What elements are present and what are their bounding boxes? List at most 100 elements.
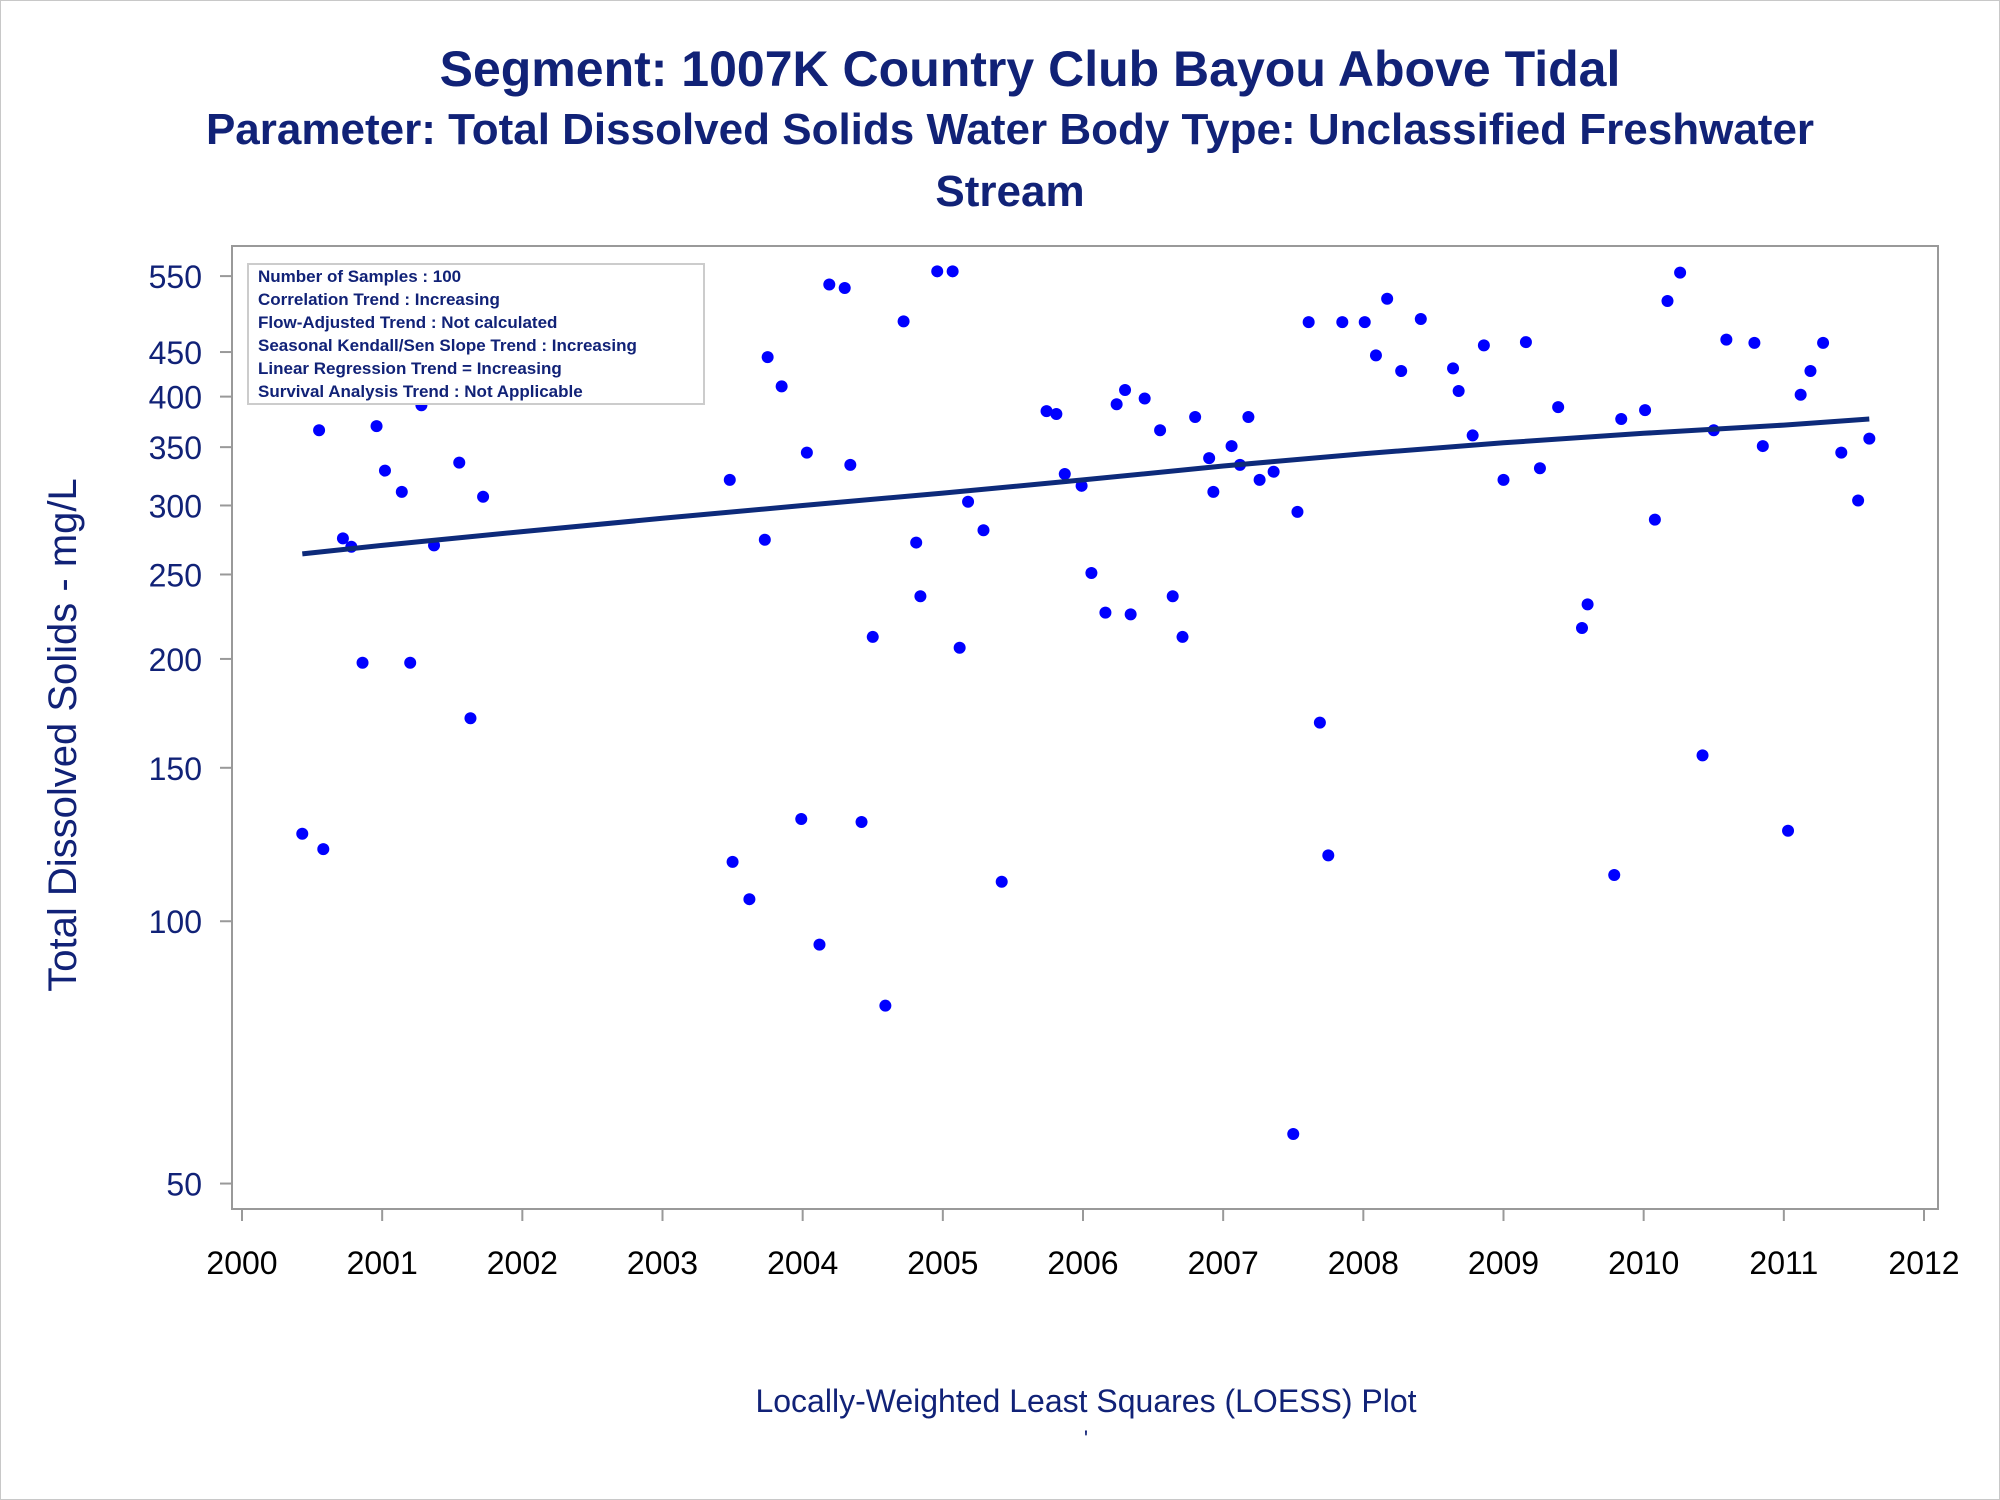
info-line-survival-analysis: Survival Analysis Trend : Not Applicable	[258, 382, 583, 401]
data-point	[1852, 494, 1865, 507]
data-point	[1395, 365, 1408, 378]
data-point	[914, 590, 927, 603]
y-tick-label: 350	[149, 430, 202, 466]
data-point	[1291, 505, 1304, 518]
trend-line	[302, 416, 1870, 557]
data-point	[1581, 598, 1594, 611]
x-tick-label: 2006	[1047, 1245, 1118, 1281]
data-point	[1267, 465, 1280, 478]
chart-title: Segment: 1007K Country Club Bayou Above …	[439, 41, 1621, 97]
data-point	[775, 380, 788, 393]
chart-subtitle: Parameter: Total Dissolved Solids Water …	[205, 105, 1815, 154]
data-point	[953, 641, 966, 654]
data-point	[1099, 606, 1112, 619]
info-line-linear-regression: Linear Regression Trend = Increasing	[258, 359, 562, 378]
data-point	[931, 265, 944, 278]
data-point	[1207, 485, 1220, 498]
data-point	[1804, 365, 1817, 378]
footnote: Locally-Weighted Least Squares (LOESS) P…	[755, 1383, 1416, 1419]
data-point	[464, 712, 477, 725]
info-line-seasonal-kendall: Seasonal Kendall/Sen Slope Trend : Incre…	[258, 336, 637, 355]
data-point	[1466, 429, 1479, 442]
data-point	[1336, 316, 1349, 329]
data-point	[1615, 413, 1628, 426]
data-point	[336, 532, 349, 545]
info-line-flow-adjusted: Flow-Adjusted Trend : Not calculated	[258, 313, 557, 332]
x-tick-label: 2008	[1328, 1245, 1399, 1281]
x-tick-label: 2012	[1888, 1245, 1959, 1281]
data-point	[1189, 411, 1202, 424]
x-tick-label: 2007	[1188, 1245, 1259, 1281]
x-tick-label: 2003	[627, 1245, 698, 1281]
data-point	[1519, 336, 1532, 349]
data-point	[378, 464, 391, 477]
data-point	[356, 656, 369, 669]
x-tick-label: 2001	[347, 1245, 418, 1281]
data-point	[761, 351, 774, 364]
data-point	[317, 843, 330, 856]
data-point	[946, 265, 959, 278]
data-point	[1863, 432, 1876, 445]
y-axis-label: Total Dissolved Solids - mg/L	[41, 478, 85, 992]
y-tick-label: 300	[149, 488, 202, 524]
data-point	[1176, 630, 1189, 643]
data-point	[1225, 440, 1238, 453]
data-points	[296, 265, 1876, 1140]
data-point	[1477, 339, 1490, 352]
data-point	[370, 420, 383, 433]
info-line-correlation: Correlation Trend : Increasing	[258, 290, 500, 309]
chart-subtitle-continued: Stream	[935, 167, 1085, 216]
footnote-mark: '	[1084, 1426, 1088, 1451]
data-point	[977, 524, 990, 537]
data-point	[1648, 513, 1661, 526]
data-point	[1782, 824, 1795, 837]
data-point	[1674, 266, 1687, 279]
data-point	[1313, 716, 1326, 729]
data-point	[743, 893, 756, 906]
y-tick-label: 150	[149, 751, 202, 787]
data-point	[1253, 473, 1266, 486]
info-box-frame	[247, 263, 705, 405]
x-tick-label: 2000	[206, 1245, 277, 1281]
y-axis: 50 100 150 200 250 300 350 400 450 550	[149, 259, 232, 1203]
data-point	[1110, 398, 1123, 411]
data-point	[1358, 316, 1371, 329]
y-tick-label: 450	[149, 335, 202, 371]
x-tick-label: 2005	[907, 1245, 978, 1281]
info-line-samples: Number of Samples : 100	[258, 267, 461, 286]
data-point	[962, 495, 975, 508]
data-point	[1242, 411, 1255, 424]
data-point	[395, 485, 408, 498]
data-point	[453, 456, 466, 469]
data-point	[1575, 622, 1588, 635]
data-point	[1748, 336, 1761, 349]
data-point	[1085, 566, 1098, 579]
data-point	[313, 424, 326, 437]
data-point	[477, 490, 490, 503]
data-point	[844, 458, 857, 471]
x-tick-label: 2002	[487, 1245, 558, 1281]
x-tick-label: 2010	[1608, 1245, 1679, 1281]
data-point	[1447, 362, 1460, 375]
x-axis: 2000 2001 2002 2003 2004 2005 2006 2007 2008 2009…	[206, 1209, 1960, 1281]
data-point	[800, 446, 813, 459]
data-point	[866, 630, 879, 643]
data-point	[1817, 336, 1830, 349]
data-point	[1287, 1127, 1300, 1140]
data-point	[838, 281, 851, 294]
data-point	[1794, 388, 1807, 401]
data-point	[1166, 590, 1179, 603]
data-point	[1154, 424, 1167, 437]
data-point	[1720, 333, 1733, 346]
data-point	[910, 536, 923, 549]
data-point	[1369, 349, 1382, 362]
data-point	[1639, 404, 1652, 417]
data-point	[1452, 384, 1465, 397]
data-point	[1533, 462, 1546, 475]
info-box: Number of Samples : 100 Correlation Tren…	[247, 263, 705, 405]
y-tick-label: 50	[166, 1167, 202, 1203]
data-point	[813, 938, 826, 951]
data-point	[1040, 405, 1053, 418]
data-point	[1756, 440, 1769, 453]
